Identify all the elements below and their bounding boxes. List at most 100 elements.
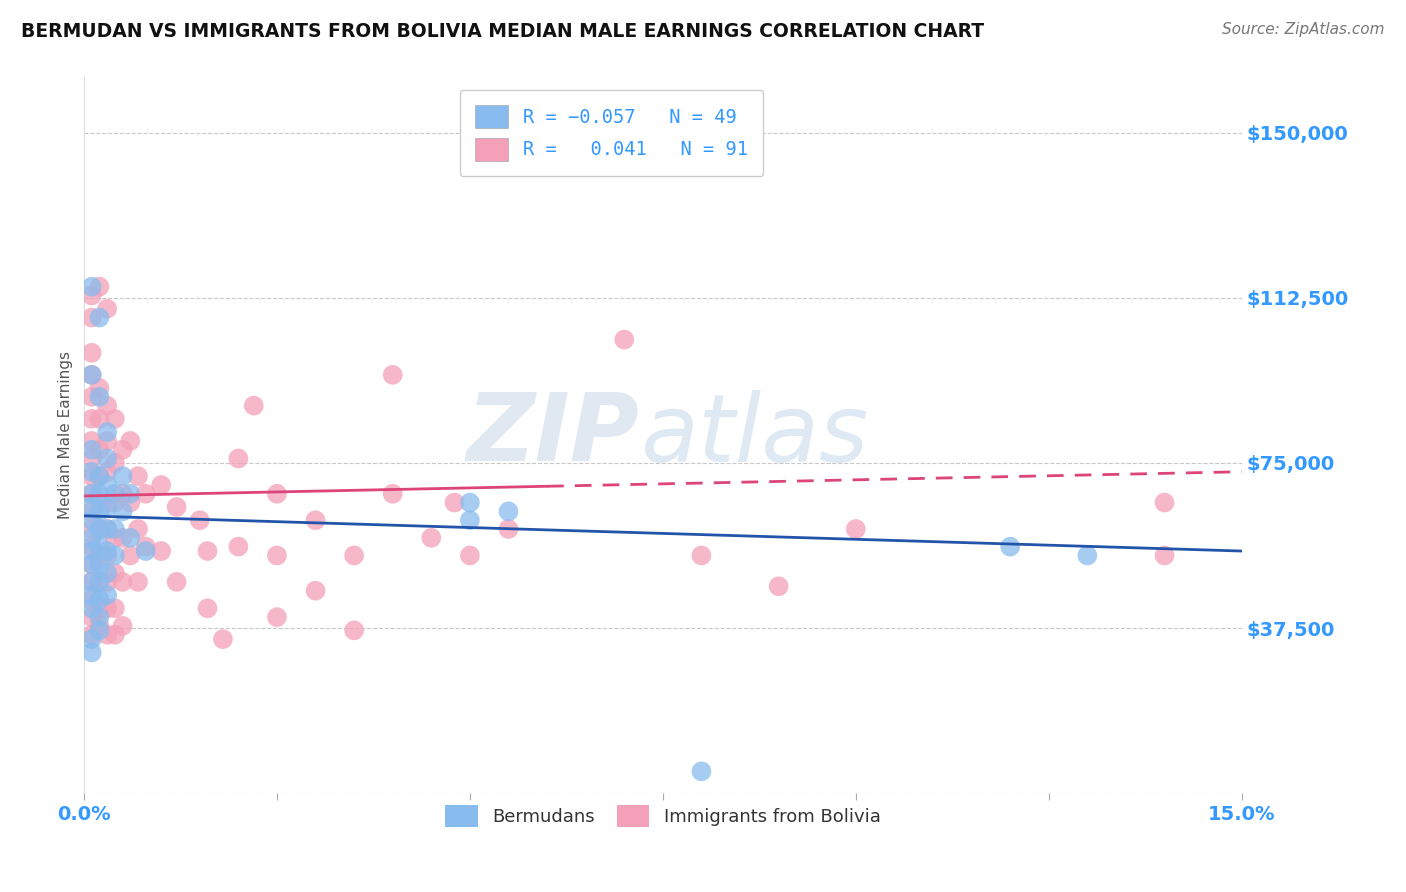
Point (80, 451, 103, 466)
Point (120, 434, 142, 448)
Point (135, 544, 157, 558)
Point (89, 469, 111, 483)
Point (80, 279, 103, 293)
Point (104, 531, 127, 545)
Point (89, 624, 111, 638)
Point (135, 540, 157, 554)
Point (96, 522, 118, 536)
Point (111, 442, 134, 457)
Point (104, 522, 127, 536)
Text: ZIP: ZIP (467, 390, 640, 482)
Point (80, 574, 103, 589)
Point (458, 513, 481, 527)
Point (89, 310, 111, 325)
Point (120, 495, 142, 509)
Point (104, 487, 127, 501)
Point (80, 465, 103, 479)
Point (89, 412, 111, 426)
Point (690, 764, 713, 779)
Point (120, 487, 142, 501)
Point (443, 495, 465, 509)
Point (166, 500, 188, 514)
Point (135, 487, 157, 501)
Point (150, 544, 173, 558)
Point (266, 610, 288, 624)
Point (104, 566, 127, 580)
Point (80, 588, 103, 602)
Legend: Bermudans, Immigrants from Bolivia: Bermudans, Immigrants from Bolivia (439, 798, 887, 834)
Point (80, 645, 103, 659)
Text: atlas: atlas (640, 390, 868, 481)
Point (80, 558, 103, 572)
Point (89, 574, 111, 589)
Point (381, 368, 404, 382)
Point (89, 442, 111, 457)
Point (89, 601, 111, 615)
Point (80, 558, 103, 572)
Point (998, 540, 1021, 554)
Point (80, 540, 103, 554)
Point (228, 540, 250, 554)
Point (845, 522, 868, 536)
Point (96, 574, 118, 589)
Point (111, 531, 134, 545)
Point (80, 368, 103, 382)
Point (96, 434, 118, 448)
Text: Source: ZipAtlas.com: Source: ZipAtlas.com (1222, 22, 1385, 37)
Point (96, 425, 118, 439)
Point (228, 451, 250, 466)
Point (266, 549, 288, 563)
Point (166, 574, 188, 589)
Point (381, 487, 404, 501)
Y-axis label: Median Male Earnings: Median Male Earnings (58, 351, 73, 519)
Point (80, 522, 103, 536)
Point (80, 544, 103, 558)
Point (80, 487, 103, 501)
Point (96, 522, 118, 536)
Point (80, 310, 103, 325)
Point (498, 522, 520, 536)
Point (111, 487, 134, 501)
Point (212, 632, 235, 647)
Point (111, 619, 134, 633)
Point (188, 513, 211, 527)
Point (458, 495, 481, 509)
Point (96, 601, 118, 615)
Point (89, 522, 111, 536)
Point (80, 601, 103, 615)
Point (343, 624, 366, 638)
Point (89, 390, 111, 404)
Point (96, 399, 118, 413)
Point (89, 495, 111, 509)
Point (80, 500, 103, 514)
Point (111, 504, 134, 518)
Point (80, 592, 103, 607)
Point (96, 544, 118, 558)
Point (96, 301, 118, 316)
Point (80, 346, 103, 360)
Point (80, 434, 103, 448)
Point (304, 513, 326, 527)
Point (96, 495, 118, 509)
Point (266, 487, 288, 501)
Point (80, 574, 103, 589)
Point (458, 549, 481, 563)
Point (243, 399, 266, 413)
Point (80, 368, 103, 382)
Point (197, 544, 219, 558)
Point (80, 632, 103, 647)
Point (120, 531, 142, 545)
Point (96, 549, 118, 563)
Point (80, 487, 103, 501)
Point (104, 549, 127, 563)
Point (104, 456, 127, 470)
Point (127, 469, 149, 483)
Point (96, 628, 118, 642)
Point (104, 601, 127, 615)
Point (80, 504, 103, 518)
Point (89, 279, 111, 293)
Point (89, 549, 111, 563)
Point (104, 412, 127, 426)
Point (80, 628, 103, 642)
Point (104, 495, 127, 509)
